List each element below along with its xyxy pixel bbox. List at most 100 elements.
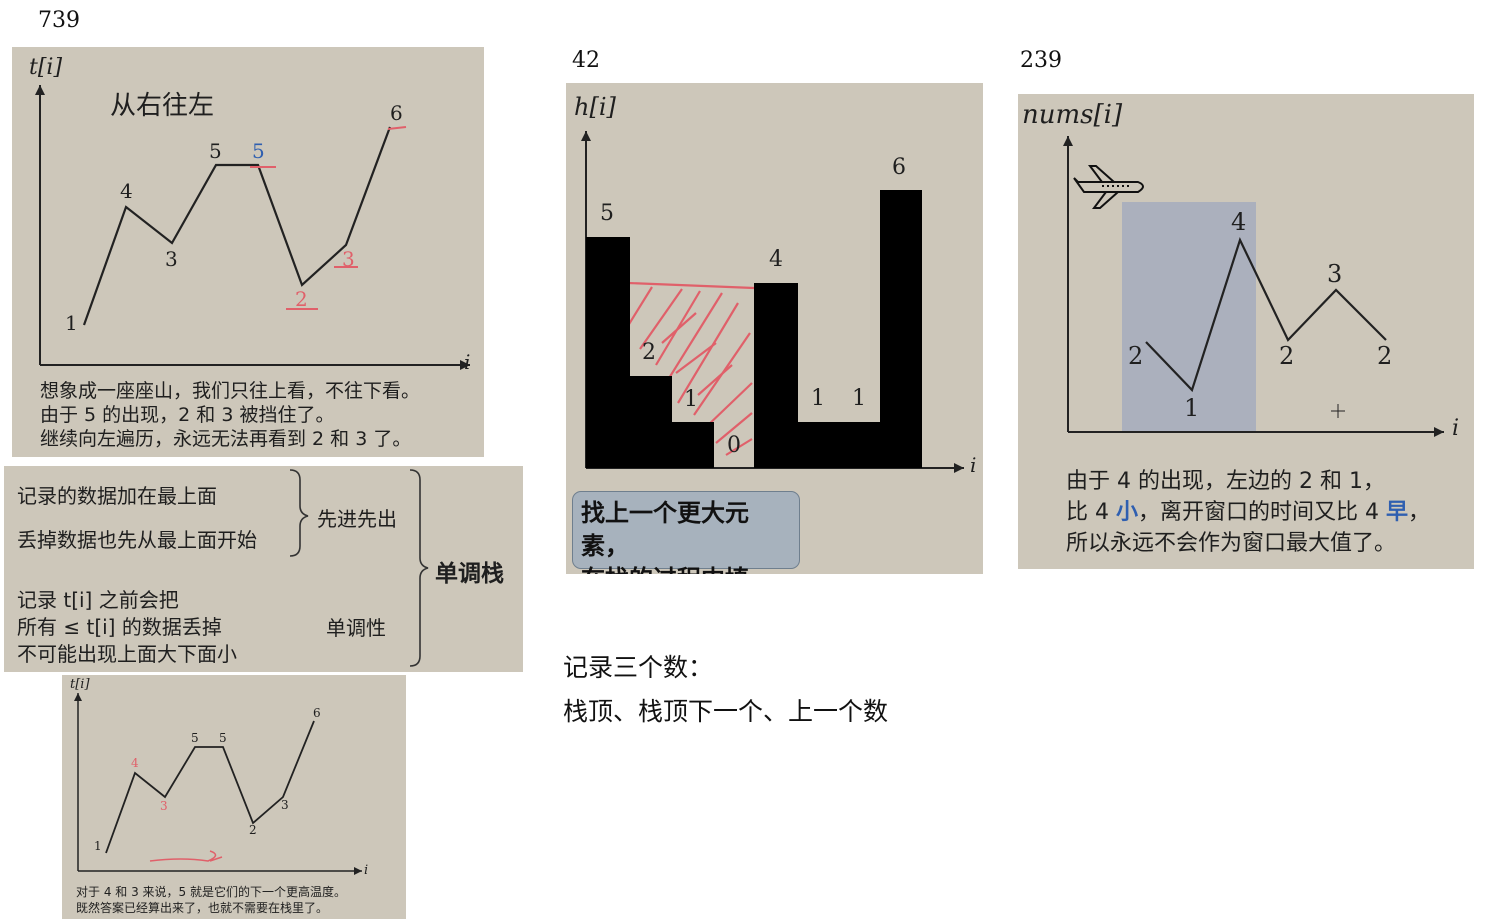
airplane-icon: [1073, 165, 1144, 209]
bar-6: [880, 190, 922, 468]
note-three-numbers: 记录三个数：: [563, 653, 714, 682]
point-label: 1: [65, 311, 78, 335]
y-axis-label: t[i]: [70, 677, 90, 692]
brace-fifo: [289, 469, 309, 557]
chart-739-small: [74, 693, 362, 875]
caption-739: 想象成一座座山，我们只往上看，不往下看。 由于 5 的出现，2 和 3 被挡住了…: [40, 379, 420, 451]
point-label: 3: [165, 247, 178, 271]
note-stack: 单调栈: [435, 561, 504, 587]
water-hatching: [625, 281, 755, 456]
panel-title: 从右往左: [110, 91, 215, 121]
bar-1c: [838, 422, 882, 468]
point-label-red: 3: [160, 799, 168, 813]
bar-label: 5: [600, 201, 614, 226]
heading-239: 239: [1020, 48, 1062, 73]
caption-emph-early: 早: [1385, 500, 1408, 525]
caption-line: 想象成一座座山，我们只往上看，不往下看。: [40, 380, 421, 402]
point-label: 6: [390, 101, 403, 125]
bar-label: 0: [727, 433, 741, 458]
note-line1: 记录的数据加在最上面: [17, 484, 217, 508]
note-monotonic: 单调性: [326, 616, 386, 640]
panel-739-mountains: t[i] i 从右往左 1 4 3 5 5 2 3 6 想象成一座座山，我们只往…: [12, 47, 484, 457]
nums-line: [1145, 237, 1387, 393]
note-fifo: 先进先出: [317, 507, 397, 531]
panel-stack-notes: 记录的数据加在最上面 丢掉数据也先从最上面开始 先进先出 记录 t[i] 之前会…: [4, 466, 523, 672]
bar-label: 2: [642, 340, 656, 365]
note-stack-top: 栈顶、栈顶下一个、上一个数: [563, 697, 889, 726]
red-underlines: [286, 266, 358, 310]
point-label: 1: [94, 839, 102, 853]
note-mono-line2: 所有 ≤ t[i] 的数据丢掉: [17, 615, 222, 639]
red-arrow: [149, 850, 223, 862]
caption-239: 由于 4 的出现，左边的 2 和 1， 比 4 小，离开窗口的时间又比 4 早，…: [1066, 466, 1430, 559]
caption-emph-small: 小: [1115, 500, 1138, 525]
sliding-window: [1122, 202, 1256, 432]
note-line2: 丢掉数据也先从最上面开始: [17, 528, 257, 552]
point-label: 5: [219, 731, 227, 745]
caption-part: 比 4: [1066, 500, 1116, 525]
point-label: 4: [1231, 208, 1247, 236]
point-label-red: 3: [342, 247, 355, 271]
panel-239-window: nums[i] i 2 1 4 2 3 2 由于 4 的出现，左边的 2 和 1…: [1018, 94, 1474, 569]
y-axis-arrow: [1063, 136, 1073, 146]
braces: [289, 469, 429, 667]
bar-label: 1: [811, 386, 825, 411]
x-axis-label: i: [1452, 416, 1460, 441]
point-label: 2: [1279, 342, 1295, 370]
callout-box: 找上一个更大元素， 在找的过程中填坑。: [572, 491, 800, 574]
x-axis-arrow: [1434, 427, 1444, 437]
mountain-line: [105, 720, 315, 854]
callout-line: 在找的过程中填坑。: [581, 563, 791, 574]
caption-line: 比 4 小，离开窗口的时间又比 4 早，: [1066, 497, 1430, 528]
y-axis-label: nums[i]: [1022, 100, 1123, 130]
point-label: 4: [120, 179, 133, 203]
bar-label: 6: [892, 155, 906, 180]
chart-739: [35, 85, 470, 370]
chart-239: [1063, 136, 1444, 437]
bars: [586, 190, 922, 468]
note-mono-line1: 记录 t[i] 之前会把: [17, 588, 179, 612]
bar-label: 1: [684, 387, 698, 412]
caption-line: 继续向左遍历，永远无法再看到 2 和 3 了。: [40, 428, 412, 450]
point-label: 2: [1377, 342, 1393, 370]
caption-line: 由于 4 的出现，左边的 2 和 1，: [1066, 469, 1385, 494]
x-axis-arrow: [460, 360, 470, 370]
note-mono-line3: 不可能出现上面大下面小: [17, 642, 237, 666]
y-axis-label: h[i]: [574, 93, 616, 121]
bar-label: 4: [769, 247, 783, 272]
cursor-crosshair-icon: [1331, 404, 1345, 418]
point-label: 2: [249, 823, 257, 837]
caption-part: ，离开窗口的时间又比 4: [1138, 500, 1386, 525]
caption-line: 对于 4 和 3 来说，5 就是它们的下一个更高温度。: [76, 885, 346, 899]
y-axis-label: t[i]: [29, 55, 63, 80]
bar-4: [754, 283, 798, 468]
panel-42-rainwater: h[i] i 5 2 1 0 4 1 1 6 找上一个更大元素， 在找的过程中填…: [566, 83, 983, 574]
y-axis-arrow: [581, 131, 591, 141]
heading-739: 739: [38, 8, 80, 33]
point-label: 6: [313, 706, 321, 720]
caption-line: 由于 5 的出现，2 和 3 被挡住了。: [40, 404, 335, 426]
bar-1: [670, 422, 714, 468]
x-axis-arrow: [954, 463, 964, 473]
caption-line: 所以永远不会作为窗口最大值了。: [1066, 531, 1397, 556]
x-axis-label: i: [970, 453, 977, 477]
point-label-red: 4: [131, 756, 139, 770]
caption-739-small: 对于 4 和 3 来说，5 就是它们的下一个更高温度。 既然答案已经算出来了，也…: [76, 884, 346, 916]
point-label: 1: [1184, 394, 1200, 422]
point-label-red: 2: [295, 287, 308, 311]
brace-stack: [409, 469, 429, 667]
point-label-blue: 5: [252, 139, 265, 163]
caption-part: ，: [1408, 500, 1431, 525]
heading-42: 42: [572, 48, 600, 73]
point-label: 3: [281, 798, 289, 812]
y-axis-arrow: [35, 85, 45, 95]
bar-label: 1: [852, 386, 866, 411]
caption-line: 既然答案已经算出来了，也就不需要在栈里了。: [76, 901, 329, 915]
x-axis-label: i: [364, 863, 369, 878]
callout-line: 找上一个更大元素，: [581, 499, 749, 560]
point-label: 5: [191, 731, 199, 745]
point-label: 3: [1327, 260, 1343, 288]
x-axis-arrow: [354, 867, 362, 875]
panel-739-small: t[i] i 1 4 3 5 5 2 3 6 对于 4 和 3 来说，5 就是它…: [62, 675, 406, 919]
y-axis-arrow: [74, 693, 82, 701]
